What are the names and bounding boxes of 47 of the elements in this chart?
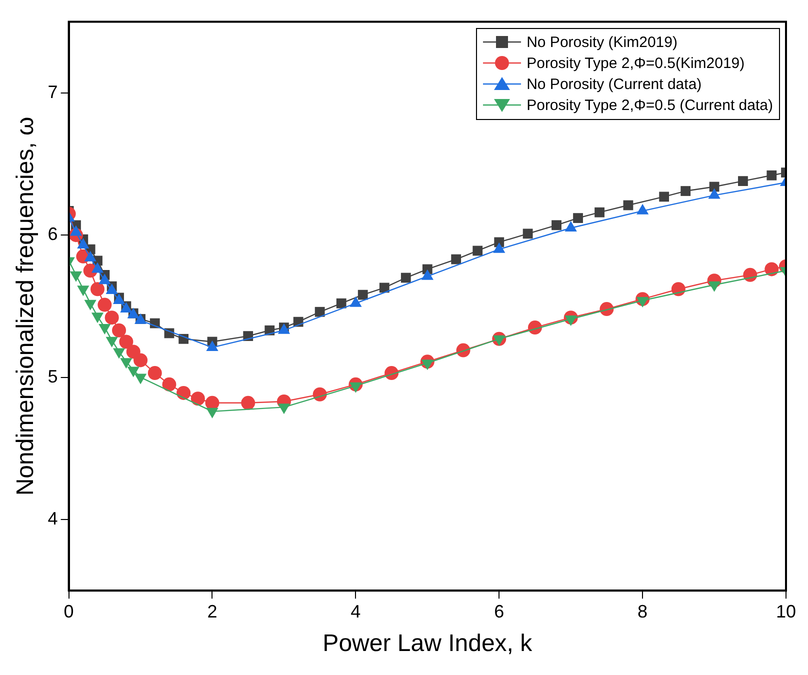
point: [764, 262, 779, 276]
point: [148, 366, 162, 380]
point: [379, 282, 390, 293]
legend-label: Porosity Type 2,Φ=0.5 (Current data): [526, 96, 773, 116]
point: [205, 396, 220, 410]
point: [206, 408, 218, 418]
point: [766, 170, 777, 180]
point: [241, 396, 256, 410]
legend-label: Porosity Type 2,Φ=0.5(Kim2019): [526, 54, 745, 74]
point: [680, 186, 691, 196]
x-tick-label: 10: [776, 601, 796, 622]
point: [112, 323, 126, 338]
point: [162, 377, 176, 392]
x-axis-title: Power Law Index, k: [322, 630, 534, 658]
point: [176, 386, 191, 400]
x-tick-label: 6: [494, 601, 504, 622]
x-tick-label: 0: [64, 601, 74, 622]
point: [90, 282, 104, 296]
point: [659, 192, 670, 202]
point: [522, 228, 533, 239]
point: [134, 353, 148, 368]
point: [451, 254, 462, 264]
point: [552, 220, 562, 230]
point: [472, 246, 483, 256]
y-tick-label: 5: [48, 366, 58, 386]
y-tick-label: 6: [48, 224, 58, 244]
y-tick-label: 4: [48, 508, 58, 528]
point: [358, 290, 368, 300]
point: [594, 207, 604, 218]
point: [314, 306, 325, 317]
point: [104, 310, 119, 325]
point: [119, 334, 134, 349]
x-tick-label: 2: [207, 601, 218, 622]
point: [671, 282, 686, 296]
point: [623, 200, 634, 210]
x-tick-label: 8: [638, 601, 648, 622]
point: [573, 213, 583, 223]
legend-label: No Porosity (Current data): [526, 74, 702, 95]
x-tick-label: 4: [350, 601, 361, 622]
point: [190, 392, 205, 406]
y-axis-title: Nondimensionalized frequencies, ω: [12, 116, 40, 496]
legend-label: No Porosity (Kim2019): [526, 32, 678, 53]
point: [738, 176, 748, 186]
point: [336, 298, 346, 308]
y-tick-label: 7: [48, 82, 58, 102]
point: [400, 272, 411, 283]
point: [98, 298, 112, 312]
